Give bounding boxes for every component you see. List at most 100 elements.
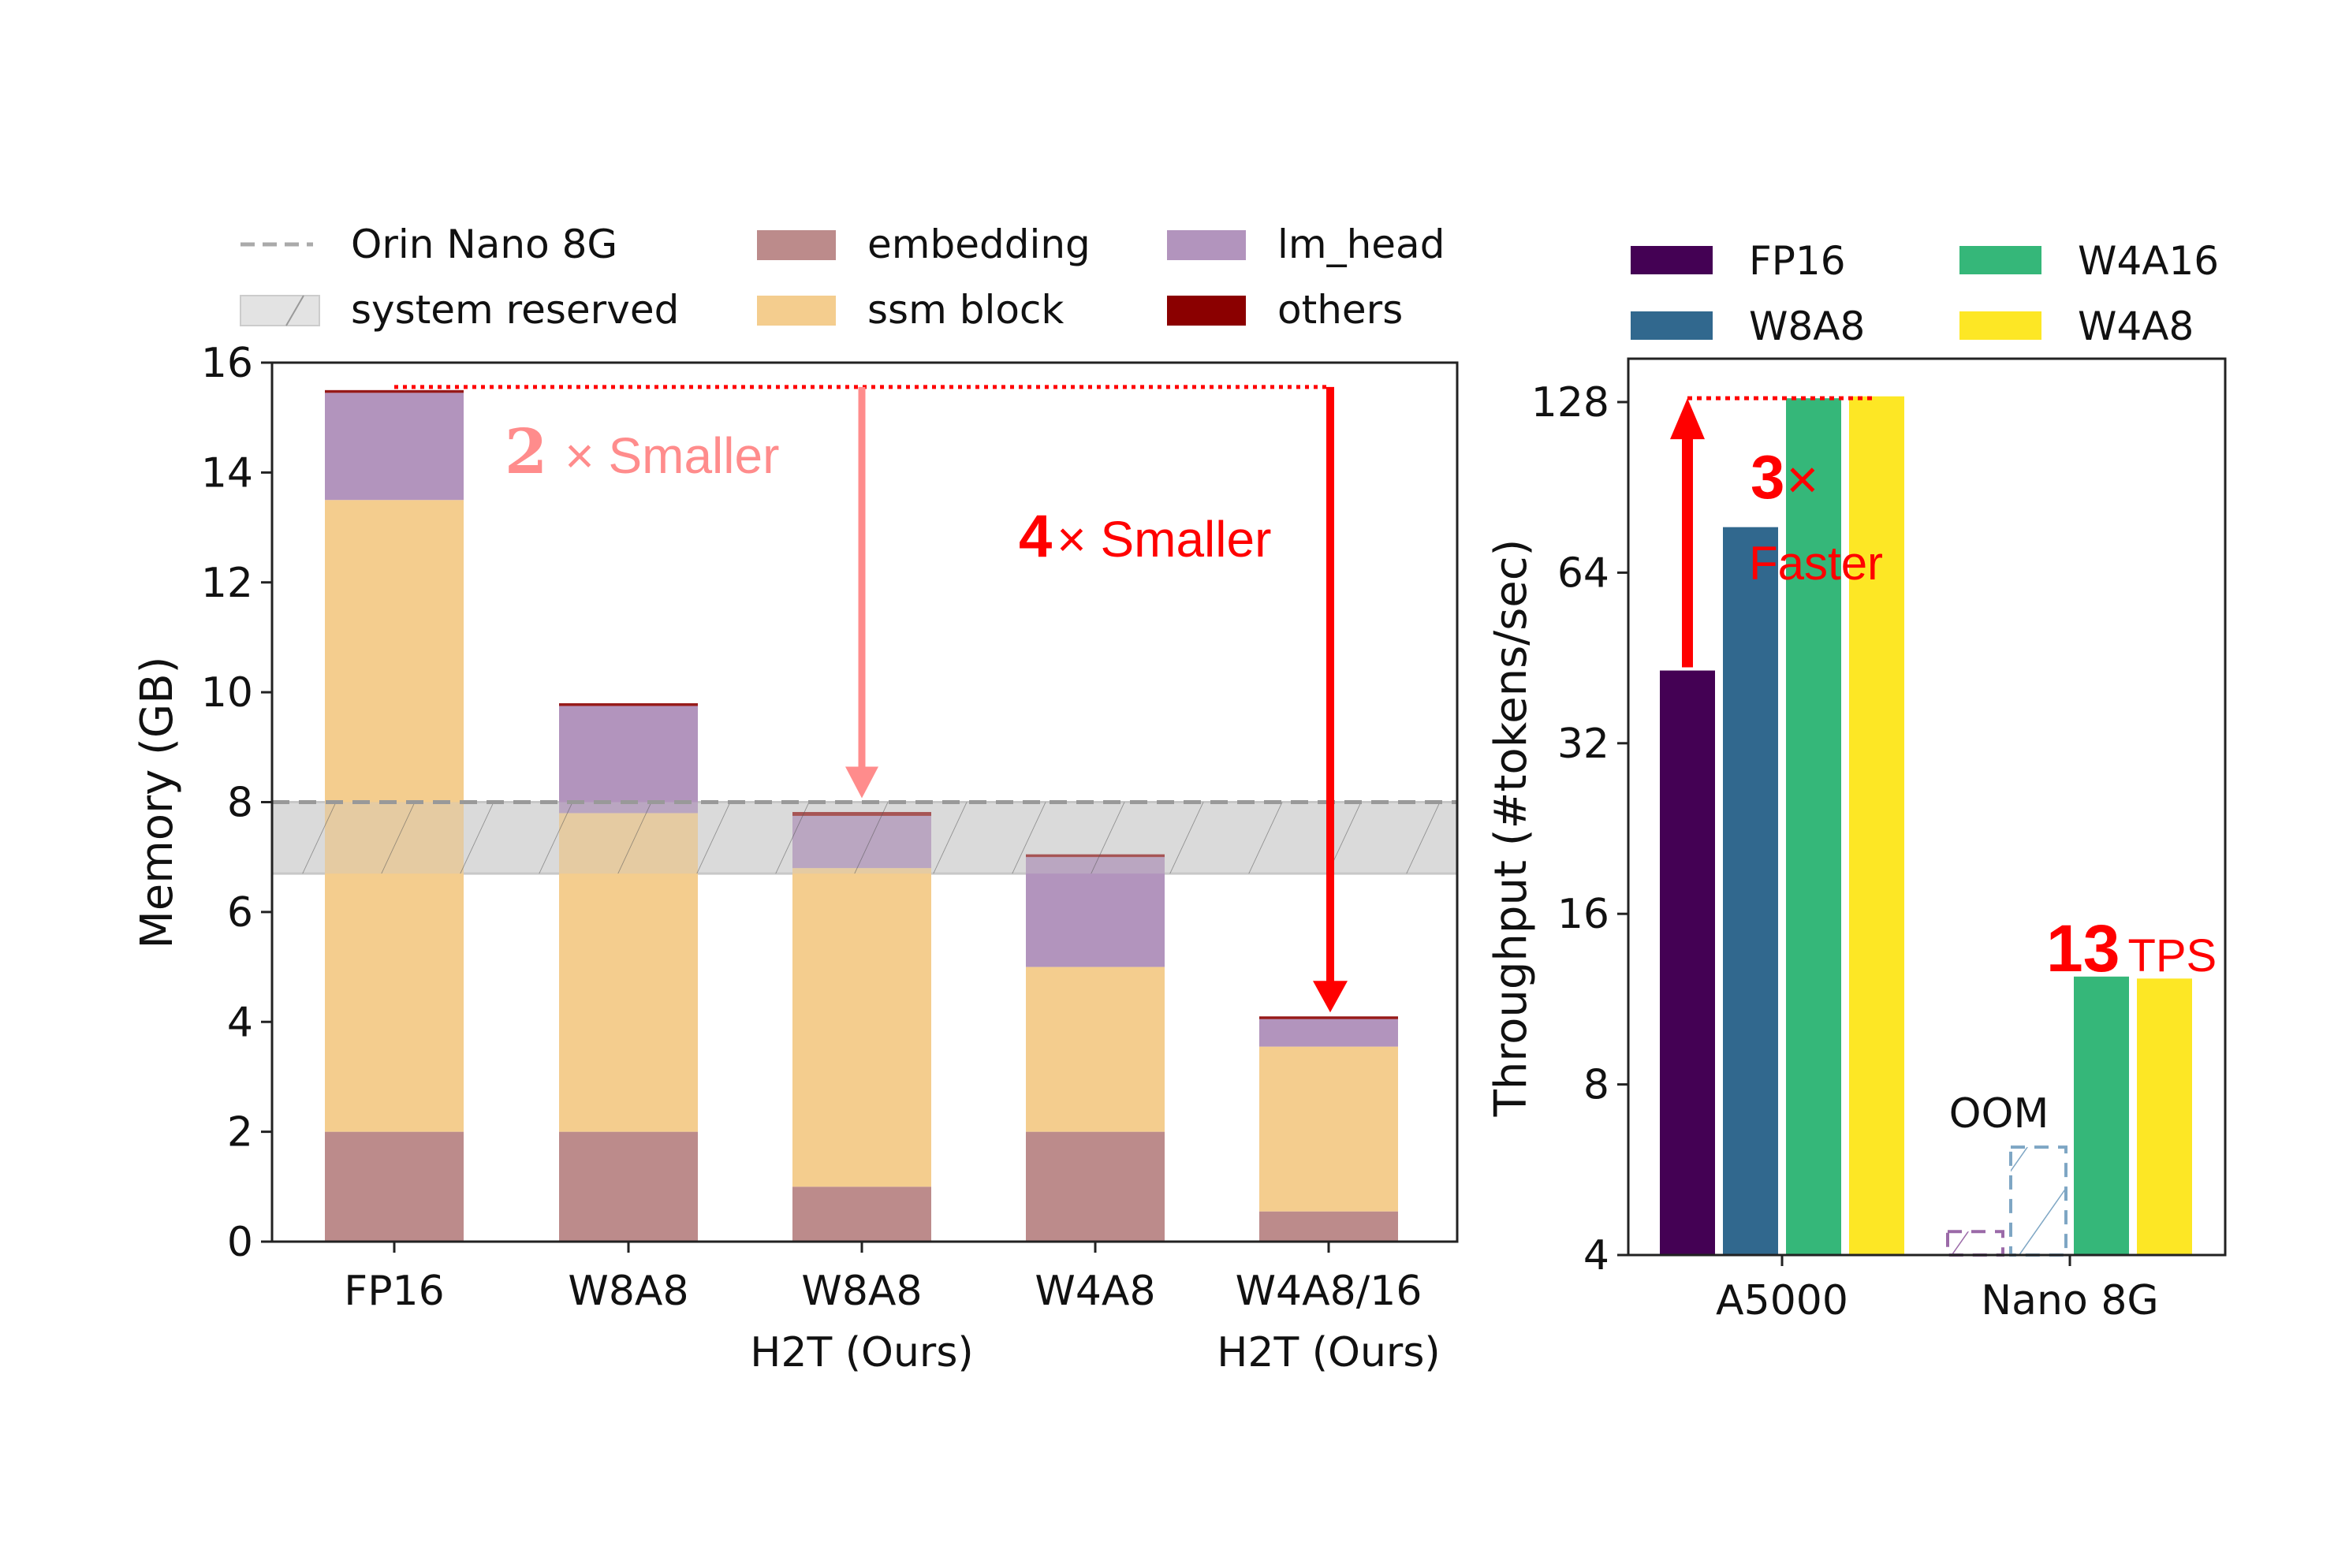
legend-label: FP16 bbox=[1749, 238, 1846, 284]
bar-embedding bbox=[559, 1131, 698, 1242]
y-tick-label: 32 bbox=[1557, 721, 1609, 768]
y-tick-label: 8 bbox=[227, 780, 253, 827]
bar-ssm-block bbox=[1259, 1046, 1398, 1212]
y-tick-label: 6 bbox=[227, 889, 253, 937]
annotation-tps-text: TPS bbox=[2127, 930, 2217, 981]
arrow-2x-head bbox=[845, 766, 878, 799]
y-tick-label: 64 bbox=[1557, 549, 1609, 597]
legend-hatch-swatch-icon bbox=[240, 295, 320, 326]
y-tick-label: 2 bbox=[227, 1109, 253, 1156]
y-tick-label: 12 bbox=[201, 560, 253, 607]
bar-others bbox=[559, 703, 698, 706]
legend-item-fp16: FP16 bbox=[1631, 238, 1846, 284]
memory-y-axis-title: Memory (GB) bbox=[132, 656, 183, 948]
memory-chart: 0 2 4 6 8 10 12 14 16 FP16 W8A8 W8A8 H2T (Ours) W4A8 W… bbox=[132, 340, 1459, 1376]
legend-hatch-stroke bbox=[285, 295, 304, 326]
legend-label: W4A16 bbox=[2078, 238, 2219, 284]
bar-others bbox=[1259, 1016, 1398, 1019]
annotation-4x-number: 4 bbox=[1019, 503, 1052, 570]
legend-swatch-icon bbox=[1631, 311, 1713, 340]
legend-label: system reserved bbox=[351, 287, 679, 333]
legend-swatch-icon bbox=[757, 296, 836, 326]
annotation-2x-number: 2 bbox=[505, 416, 547, 488]
x-tick-label: W4A8 bbox=[1035, 1268, 1155, 1315]
legend-item-w8a8: W8A8 bbox=[1631, 304, 1865, 349]
orin-nano-8g-line bbox=[272, 800, 1457, 874]
bar-stack-w4a8 bbox=[1026, 854, 1165, 1242]
legend-item-embedding: embedding bbox=[757, 222, 1091, 267]
legend-swatch-icon bbox=[1167, 296, 1246, 326]
legend-item-lm-head: lm_head bbox=[1167, 222, 1445, 267]
throughput-plot-frame bbox=[1627, 357, 2227, 1257]
legend-swatch-icon bbox=[757, 230, 836, 260]
bar-group-a5000 bbox=[1660, 396, 1904, 1255]
legend-item-others: others bbox=[1167, 287, 1403, 333]
bar-embedding bbox=[1259, 1211, 1398, 1242]
bar-stack-w8a8-h2t-ours bbox=[792, 812, 931, 1242]
y-tick-label: 16 bbox=[1557, 891, 1609, 938]
annotation-13-number: 13 bbox=[2046, 911, 2120, 985]
bar-lm-head bbox=[1259, 1019, 1398, 1047]
oom-placeholder-bar-w8a8 bbox=[2009, 1145, 2067, 1257]
legend-swatch-icon bbox=[1959, 246, 2041, 274]
legend-swatch-icon bbox=[1631, 246, 1713, 274]
bar-ssm-block bbox=[1026, 966, 1165, 1132]
bar-lm-head bbox=[325, 393, 464, 501]
bar-embedding bbox=[1026, 1131, 1165, 1242]
legend-label: W4A8 bbox=[2078, 304, 2194, 349]
bar-w4a8 bbox=[2137, 978, 2192, 1255]
bar-ssm-block bbox=[792, 868, 931, 1187]
legend-label: W8A8 bbox=[1749, 304, 1865, 349]
y-tick-label: 128 bbox=[1531, 379, 1609, 426]
legend-item-orin-nano-8g: Orin Nano 8G bbox=[240, 222, 617, 267]
bar-w4a8 bbox=[1849, 396, 1904, 1255]
arrow-3x-head bbox=[1670, 398, 1705, 440]
x-tick-label: W4A8/16 bbox=[1236, 1268, 1422, 1315]
legend-label: ssm block bbox=[867, 287, 1064, 333]
x-tick-label: FP16 bbox=[344, 1268, 444, 1315]
y-tick-label: 8 bbox=[1583, 1062, 1609, 1109]
x-tick-label: A5000 bbox=[1716, 1277, 1848, 1324]
bar-stack-w8a8 bbox=[559, 703, 698, 1242]
system-reserved-hatch bbox=[272, 802, 1457, 874]
bar-w4a16 bbox=[1786, 398, 1841, 1255]
memory-bars bbox=[325, 389, 1398, 1242]
y-tick-label: 4 bbox=[1583, 1232, 1609, 1279]
annotation-13-tps: 13 TPS bbox=[2046, 911, 2217, 985]
legend-label: embedding bbox=[867, 222, 1091, 267]
memory-annotations: 2 × Smaller 4× Smaller bbox=[394, 385, 1348, 1013]
legend-item-ssm-block: ssm block bbox=[757, 287, 1064, 333]
legend-label: Orin Nano 8G bbox=[351, 222, 617, 267]
legend-item-w4a16: W4A16 bbox=[1959, 238, 2219, 284]
x-tick-label: H2T (Ours) bbox=[750, 1329, 973, 1376]
annotation-4x-smaller: 4× Smaller bbox=[1019, 503, 1271, 570]
bar-lm-head bbox=[1026, 857, 1165, 967]
throughput-chart: 4 8 16 32 64 128 A5000 Nano 8G OOM 3× Faster 13 TPS… bbox=[1486, 357, 2227, 1324]
x-tick-label: W8A8 bbox=[801, 1268, 922, 1315]
bar-w4a16 bbox=[2074, 976, 2129, 1255]
x-tick-label: Nano 8G bbox=[1981, 1277, 2158, 1324]
x-tick-label: H2T (Ours) bbox=[1217, 1329, 1440, 1376]
y-tick-label: 16 bbox=[201, 340, 253, 387]
y-tick-label: 0 bbox=[227, 1219, 253, 1266]
memory-axes: 0 2 4 6 8 10 12 14 16 FP16 W8A8 W8A8 H2T (Ours) W4A8 W… bbox=[201, 340, 1459, 1376]
y-tick-label: 10 bbox=[201, 669, 253, 717]
y-tick-label: 4 bbox=[227, 999, 253, 1046]
legend-item-w4a8: W4A8 bbox=[1959, 304, 2194, 349]
bar-embedding bbox=[792, 1186, 931, 1242]
legend-item-system-reserved: system reserved bbox=[240, 287, 679, 333]
throughput-annotations: OOM 3× Faster 13 TPS bbox=[1670, 396, 2217, 1138]
legend-label: others bbox=[1277, 287, 1403, 333]
bar-w8a8 bbox=[1723, 527, 1778, 1255]
throughput-axes: 4 8 16 32 64 128 A5000 Nano 8G bbox=[1531, 357, 2227, 1324]
annotation-2x-smaller: 2 × Smaller bbox=[505, 416, 779, 488]
annotation-faster-text: Faster bbox=[1749, 537, 1883, 590]
throughput-legend: FP16 W8A8 W4A16 W4A8 bbox=[1631, 238, 2219, 349]
annotation-3x: 3× bbox=[1751, 442, 1818, 512]
legend-swatch-icon bbox=[1959, 311, 2041, 340]
y-tick-label: 14 bbox=[201, 449, 253, 497]
annotation-3x-number: 3 bbox=[1751, 442, 1784, 512]
bar-others bbox=[325, 389, 464, 393]
oom-label: OOM bbox=[1949, 1090, 2049, 1138]
